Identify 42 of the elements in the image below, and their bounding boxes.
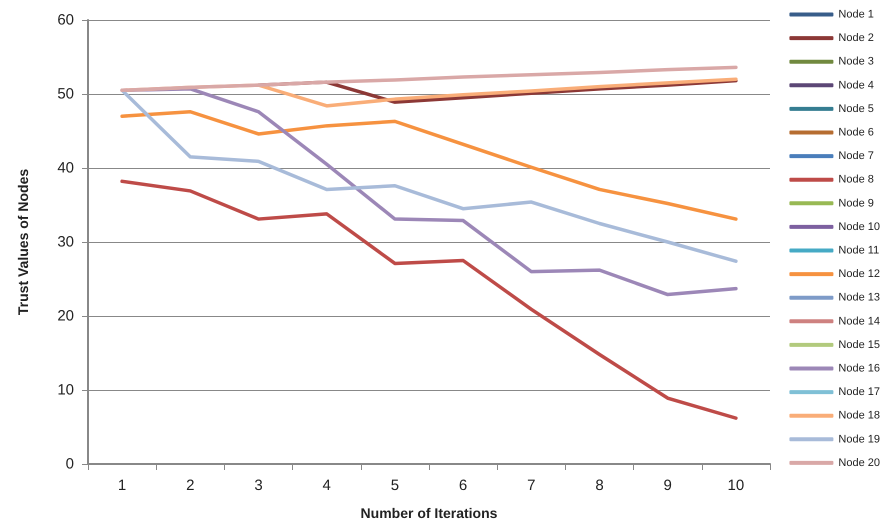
legend-label: Node 2	[838, 32, 874, 44]
y-tick-label: 40	[57, 160, 74, 176]
x-tick-label: 5	[390, 477, 400, 494]
legend-label: Node 14	[838, 315, 880, 328]
x-tick-label: 7	[527, 477, 536, 494]
legend-label: Node 15	[838, 338, 880, 351]
legend-label: Node 5	[838, 102, 874, 115]
legend-label: Node 13	[838, 292, 880, 304]
legend-label: Node 12	[838, 268, 880, 280]
legend-label: Node 4	[838, 79, 874, 92]
legend-label: Node 19	[838, 433, 880, 446]
y-tick-label: 20	[57, 308, 74, 324]
legend-label: Node 6	[838, 126, 874, 138]
legend-label: Node 8	[838, 174, 874, 186]
x-tick-label: 9	[664, 477, 672, 494]
legend-label: Node 9	[838, 197, 874, 210]
x-tick-label: 3	[254, 477, 263, 494]
y-tick-label: 10	[57, 382, 74, 398]
x-tick-label: 4	[322, 477, 331, 494]
line-series	[120, 180, 738, 420]
line-series	[120, 66, 738, 92]
x-tick-label: 10	[728, 477, 744, 494]
y-tick-label: 30	[57, 234, 74, 250]
legend-label: Node 3	[838, 56, 874, 68]
y-tick-label: 0	[66, 456, 74, 472]
legend-label: Node 20	[838, 456, 880, 469]
legend-label: Node 1	[838, 8, 874, 20]
y-tick-label: 50	[57, 86, 74, 102]
legend-label: Node 17	[838, 386, 880, 398]
x-axis-title: Number of Iterations	[360, 505, 498, 521]
legend-label: Node 18	[838, 410, 880, 422]
line-series	[120, 110, 738, 221]
x-tick-label: 1	[118, 477, 126, 494]
y-tick-label: 60	[57, 12, 74, 28]
legend-label: Node 16	[838, 362, 880, 374]
y-axis-title: Trust Values of Nodes	[15, 168, 31, 316]
legend-label: Node 10	[838, 220, 880, 233]
x-tick-label: 6	[458, 477, 468, 494]
legend-label: Node 7	[838, 150, 874, 162]
legend-label: Node 11	[838, 244, 880, 256]
x-tick-label: 2	[186, 477, 194, 494]
x-tick-label: 8	[595, 477, 604, 494]
